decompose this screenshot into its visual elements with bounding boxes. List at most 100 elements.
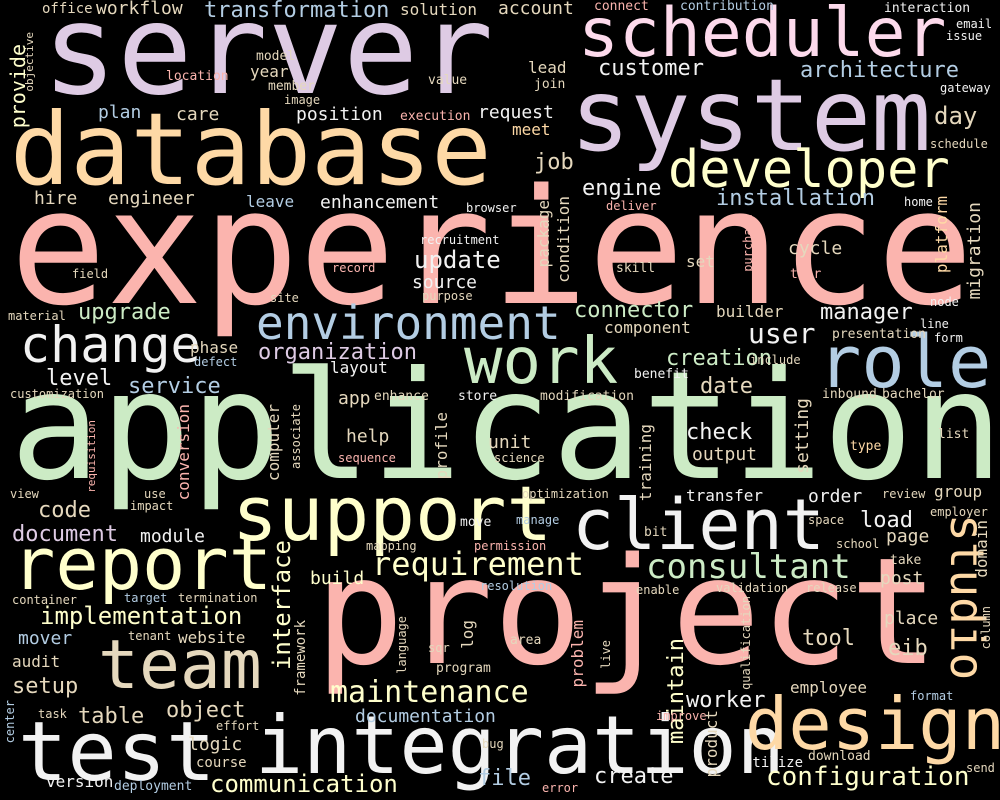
word-program: program — [436, 661, 491, 676]
word-error: error — [542, 781, 579, 795]
word-presentation: presentation — [832, 327, 926, 342]
word-node: node — [930, 295, 959, 309]
word-domain: domain — [972, 520, 991, 578]
word-unit: unit — [488, 432, 532, 453]
word-interface: interface — [268, 540, 296, 671]
word-browser: browser — [466, 201, 517, 215]
word-email: email — [956, 17, 993, 31]
word-migration: migration — [964, 202, 985, 300]
word-system: system — [570, 57, 932, 174]
word-project: project — [315, 526, 939, 698]
word-file: file — [478, 766, 531, 791]
word-effort: effort — [216, 719, 260, 733]
word-provide: provide — [6, 44, 30, 129]
word-release: release — [806, 581, 857, 595]
word-source: source — [412, 272, 478, 293]
word-table: table — [78, 704, 145, 729]
word-scheduler: scheduler — [578, 0, 947, 73]
word-site: site — [270, 291, 299, 305]
word-set: set — [686, 252, 715, 271]
word-day: day — [934, 102, 978, 130]
word-support: support — [232, 469, 553, 558]
word-purpose: purpose — [422, 289, 473, 303]
word-record: record — [332, 261, 376, 275]
word-place: place — [884, 608, 939, 629]
word-user: user — [748, 317, 816, 350]
word-contribution: contribution — [680, 0, 774, 14]
word-area: area — [510, 633, 542, 648]
word-connect: connect — [594, 0, 649, 14]
word-database: database — [10, 91, 492, 208]
word-move: move — [460, 515, 492, 530]
word-gateway: gateway — [940, 81, 991, 95]
word-eib: eib — [888, 636, 928, 661]
word-impact: impact — [130, 499, 174, 513]
word-training: training — [636, 424, 655, 502]
word-tenant: tenant — [128, 629, 172, 643]
word-platform: platform — [932, 196, 951, 274]
word-bit: bit — [644, 525, 668, 540]
word-maintain: maintain — [664, 638, 689, 744]
word-customer: customer — [598, 56, 704, 81]
word-year: year — [250, 62, 289, 81]
word-use: use — [144, 487, 166, 501]
word-format: format — [910, 689, 954, 703]
word-employer: employer — [930, 505, 988, 519]
word-plan: plan — [98, 102, 142, 123]
word-value: value — [428, 73, 468, 88]
word-load: load — [860, 508, 913, 533]
word-optimization: optimization — [522, 487, 609, 501]
word-termination: termination — [178, 591, 258, 605]
word-communication: communication — [210, 770, 398, 798]
word-requirement: requirement — [372, 545, 584, 583]
word-worker: worker — [686, 688, 766, 713]
word-store: store — [458, 389, 498, 404]
word-purchase: purchase — [741, 214, 755, 272]
word-bachelor: bachelor — [882, 387, 945, 402]
word-deliver: deliver — [606, 199, 657, 213]
word-location: location — [166, 69, 229, 84]
word-center: center — [3, 700, 17, 744]
word-associate: associate — [289, 404, 303, 470]
word-lead: lead — [528, 58, 567, 77]
word-inbound: inbound — [822, 387, 877, 402]
word-manager: manager — [820, 300, 913, 325]
word-studio: studio — [940, 514, 994, 681]
word-solution: solution — [400, 0, 478, 19]
word-bug: bug — [482, 737, 504, 751]
word-enable: enable — [636, 583, 680, 597]
word-benefit: benefit — [634, 367, 689, 382]
word-requisition: requisition — [85, 420, 98, 493]
word-container: container — [12, 593, 78, 607]
word-configuration: configuration — [766, 762, 970, 792]
word-developer: developer — [668, 140, 950, 200]
word-target: target — [124, 591, 168, 605]
word-team: team — [98, 626, 262, 705]
word-cycle: cycle — [788, 238, 843, 259]
word-maintenance: maintenance — [330, 675, 529, 710]
word-task: task — [38, 707, 67, 721]
word-position: position — [296, 104, 383, 125]
word-material: material — [8, 309, 66, 323]
word-model: model — [256, 49, 296, 64]
word-output: output — [692, 444, 758, 465]
word-enhance: enhance — [374, 389, 429, 404]
word-enhancement: enhancement — [320, 192, 440, 213]
word-level: level — [46, 366, 113, 391]
word-date: date — [700, 374, 753, 399]
word-framework: framework — [293, 620, 309, 696]
word-leave: leave — [246, 192, 295, 211]
word-creation: creation — [666, 346, 772, 371]
word-hire: hire — [34, 188, 78, 209]
word-tool: tool — [802, 626, 855, 651]
word-service: service — [128, 374, 221, 399]
word-validation: validation — [716, 581, 789, 595]
word-space: space — [808, 513, 845, 527]
word-image: image — [284, 93, 321, 107]
word-field: field — [72, 267, 109, 281]
word-help: help — [346, 426, 390, 447]
word-experience: experience — [10, 154, 974, 341]
word-product: product — [702, 710, 721, 778]
word-design: design — [745, 682, 1000, 766]
word-app: app — [338, 388, 371, 409]
